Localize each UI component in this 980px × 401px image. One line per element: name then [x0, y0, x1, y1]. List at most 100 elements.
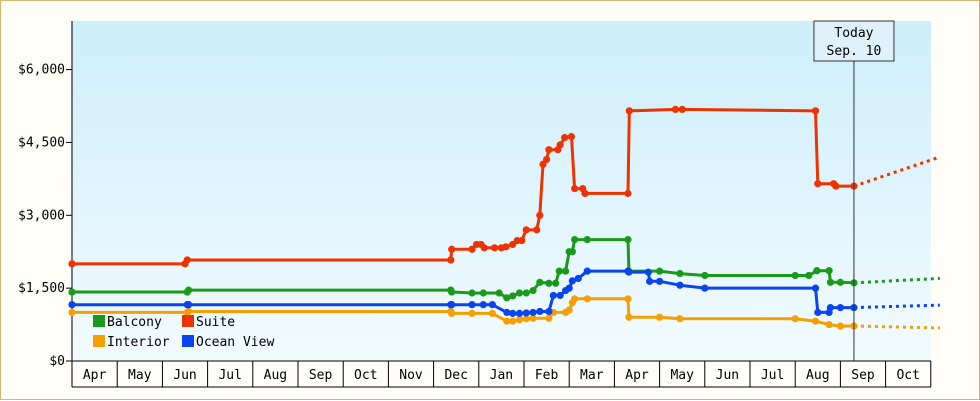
- legend-swatch: [182, 335, 194, 347]
- legend-swatch: [182, 315, 194, 327]
- legend-label: Suite: [196, 315, 235, 330]
- x-tick-label: May: [670, 368, 694, 383]
- legend-label: Interior: [107, 335, 170, 350]
- data-point: [646, 278, 653, 285]
- data-point: [571, 295, 578, 302]
- data-point: [672, 106, 679, 113]
- data-point: [529, 287, 536, 294]
- data-point: [656, 268, 663, 275]
- x-tick-label: Jun: [716, 368, 739, 383]
- data-point: [509, 292, 516, 299]
- data-point: [545, 280, 552, 287]
- data-point: [645, 269, 652, 276]
- legend-swatch: [93, 335, 105, 347]
- data-point: [826, 321, 833, 328]
- data-point: [832, 183, 839, 190]
- y-tick-label: $6,000: [18, 63, 65, 78]
- data-point: [545, 308, 552, 315]
- data-point: [676, 282, 683, 289]
- legend-label: Balcony: [107, 315, 162, 330]
- data-point: [536, 212, 543, 219]
- data-point: [491, 244, 498, 251]
- data-point: [676, 270, 683, 277]
- x-tick-label: Mar: [580, 368, 604, 383]
- x-tick-label: Oct: [896, 368, 919, 383]
- data-point: [543, 156, 550, 163]
- data-point: [516, 289, 523, 296]
- data-point: [792, 315, 799, 322]
- data-point: [676, 315, 683, 322]
- data-point: [566, 306, 573, 313]
- data-point: [571, 236, 578, 243]
- data-point: [489, 301, 496, 308]
- data-point: [550, 292, 557, 299]
- data-point: [812, 318, 819, 325]
- data-point: [581, 190, 588, 197]
- data-point: [184, 256, 191, 263]
- data-point: [502, 243, 509, 250]
- data-point: [792, 272, 799, 279]
- data-point: [625, 269, 632, 276]
- data-point: [516, 316, 523, 323]
- data-point: [448, 301, 455, 308]
- y-tick-label: $3,000: [18, 208, 65, 223]
- data-point: [626, 107, 633, 114]
- data-point: [509, 310, 516, 317]
- x-axis: Apr May Jun Jul Aug Sep Oct Nov Dec Jan Feb Mar Apr M…: [72, 361, 931, 387]
- y-tick-label: $1,500: [18, 281, 65, 296]
- data-point: [533, 226, 540, 233]
- data-point: [68, 260, 75, 267]
- data-point: [68, 309, 75, 316]
- data-point: [489, 310, 496, 317]
- data-point: [561, 134, 568, 141]
- data-point: [624, 295, 631, 302]
- data-point: [827, 279, 834, 286]
- data-point: [468, 301, 475, 308]
- x-tick-label: Aug: [806, 368, 829, 383]
- data-point: [518, 237, 525, 244]
- data-point: [523, 289, 530, 296]
- data-point: [624, 236, 631, 243]
- data-point: [812, 107, 819, 114]
- data-point: [812, 285, 819, 292]
- data-point: [701, 285, 708, 292]
- legend-label: Ocean View: [196, 335, 274, 350]
- data-point: [447, 256, 454, 263]
- x-tick-label: Dec: [444, 368, 467, 383]
- data-point: [827, 304, 834, 311]
- data-point: [556, 268, 563, 275]
- data-point: [545, 315, 552, 322]
- data-point: [837, 279, 844, 286]
- data-point: [516, 310, 523, 317]
- x-tick-label: Apr: [625, 368, 649, 383]
- today-label: Today: [834, 26, 873, 41]
- data-point: [536, 308, 543, 315]
- data-point: [701, 272, 708, 279]
- data-point: [448, 246, 455, 253]
- data-point: [826, 267, 833, 274]
- data-point: [584, 295, 591, 302]
- x-tick-label: Sep: [309, 368, 333, 383]
- x-tick-label: Apr: [83, 368, 107, 383]
- today-date: Sep. 10: [827, 44, 882, 59]
- data-point: [813, 267, 820, 274]
- x-tick-label: Nov: [399, 368, 423, 383]
- x-tick-label: Jul: [761, 368, 784, 383]
- data-point: [837, 304, 844, 311]
- data-point: [624, 190, 631, 197]
- data-point: [536, 279, 543, 286]
- data-point: [837, 322, 844, 329]
- x-tick-label: Jun: [173, 368, 196, 383]
- data-point: [566, 285, 573, 292]
- data-point: [468, 289, 475, 296]
- data-point: [468, 310, 475, 317]
- data-point: [656, 278, 663, 285]
- data-point: [569, 248, 576, 255]
- data-point: [448, 288, 455, 295]
- data-point: [575, 275, 582, 282]
- data-point: [448, 310, 455, 317]
- data-point: [496, 289, 503, 296]
- data-point: [481, 244, 488, 251]
